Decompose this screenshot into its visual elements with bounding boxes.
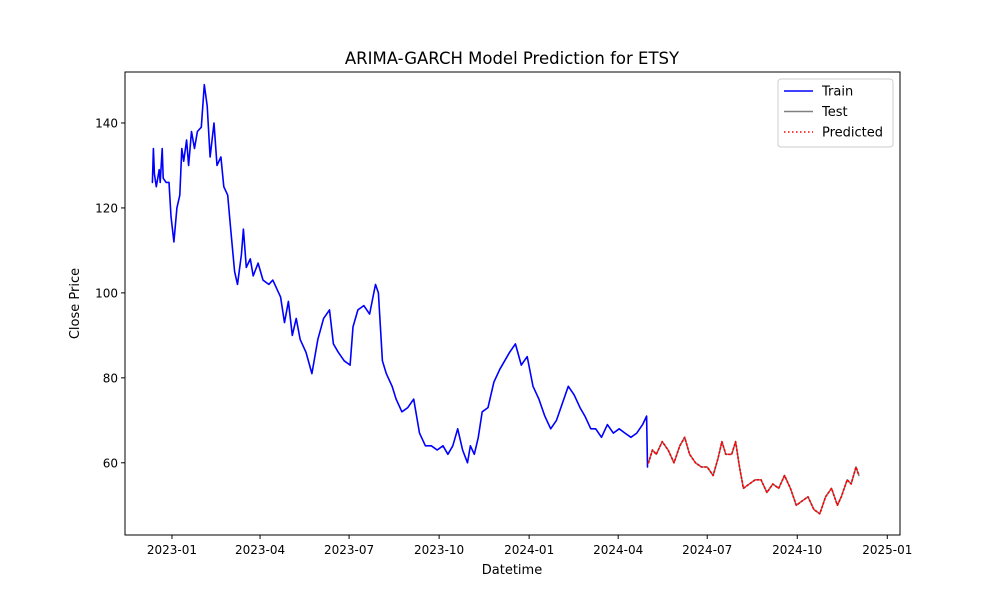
y-tick-label: 80 bbox=[103, 371, 118, 385]
x-axis-label: Datetime bbox=[482, 563, 542, 578]
legend-label-train: Train bbox=[821, 85, 853, 100]
legend-label-test: Test bbox=[821, 105, 848, 120]
x-tick-label: 2024-10 bbox=[772, 543, 822, 557]
legend-box bbox=[777, 78, 894, 148]
y-tick-label: 120 bbox=[95, 201, 118, 215]
x-tick-label: 2025-01 bbox=[862, 543, 912, 557]
x-tick-label: 2024-04 bbox=[593, 543, 643, 557]
legend-label-predicted: Predicted bbox=[822, 126, 883, 141]
x-tick-label: 2024-01 bbox=[504, 543, 554, 557]
x-tick-label: 2023-07 bbox=[324, 543, 374, 557]
x-tick-label: 2023-10 bbox=[414, 543, 464, 557]
series-line-predicted bbox=[647, 436, 860, 515]
y-tick-label: 140 bbox=[95, 116, 118, 130]
x-tick-label: 2023-01 bbox=[147, 543, 197, 557]
series-line-train bbox=[151, 83, 649, 468]
legend: Train Test Predicted bbox=[777, 78, 894, 148]
chart-title: ARIMA-GARCH Model Prediction for ETSY bbox=[345, 49, 680, 68]
plot-area bbox=[151, 83, 860, 515]
y-axis: 60 80 100 120 140 bbox=[95, 116, 125, 470]
y-tick-label: 100 bbox=[95, 286, 118, 300]
y-tick-label: 60 bbox=[103, 456, 118, 470]
x-tick-label: 2023-04 bbox=[235, 543, 285, 557]
plot-frame bbox=[124, 71, 901, 536]
x-axis: 2023-01 2023-04 2023-07 2023-10 2024-01 2024-… bbox=[147, 535, 912, 557]
y-axis-label: Close Price bbox=[68, 268, 83, 339]
x-tick-label: 2024-07 bbox=[682, 543, 732, 557]
